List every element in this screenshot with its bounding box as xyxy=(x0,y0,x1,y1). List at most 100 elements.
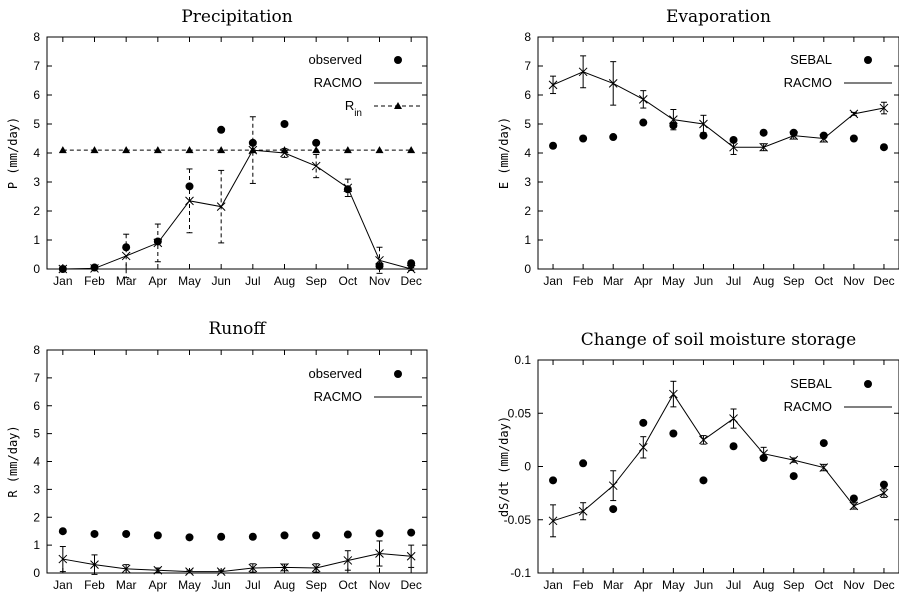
data-point xyxy=(185,196,194,206)
series-3 xyxy=(58,146,416,154)
x-tick-label: Oct xyxy=(814,578,833,592)
legend-label: RACMO xyxy=(314,75,362,90)
data-point xyxy=(248,138,257,147)
x-tick-label: May xyxy=(662,578,685,592)
y-tick-label: 1 xyxy=(33,233,40,247)
x-tick-label: Mar xyxy=(116,578,137,592)
data-point xyxy=(639,118,648,127)
y-axis-label: dS/dt (mm/day) xyxy=(497,416,511,517)
x-tick-label: Nov xyxy=(369,274,390,288)
series-1 xyxy=(58,527,416,542)
data-point xyxy=(312,531,321,540)
x-tick-label: Dec xyxy=(873,578,894,592)
chart-title: Runoff xyxy=(208,319,267,339)
data-point xyxy=(729,442,738,451)
x-tick-label: Jul xyxy=(245,578,260,592)
data-point xyxy=(312,138,321,147)
x-tick-label: Feb xyxy=(84,274,105,288)
series-2 xyxy=(58,116,416,279)
x-tick-label: Sep xyxy=(783,578,805,592)
y-tick-label: 6 xyxy=(524,88,531,102)
x-tick-label: May xyxy=(662,274,685,288)
y-tick-label: -0.1 xyxy=(510,566,531,580)
legend-symbol xyxy=(864,56,872,64)
chart-panel-1: Precipitation 0 1 2 3 4 5 6 7 8 Jan Feb Mar Apr May Jun… xyxy=(6,7,428,288)
data-point xyxy=(579,134,588,143)
y-tick-label: 6 xyxy=(33,399,40,413)
plot-frame xyxy=(537,359,899,574)
data-point xyxy=(248,532,257,541)
data-point xyxy=(407,259,416,268)
x-tick-label: Jul xyxy=(726,578,741,592)
data-point xyxy=(819,439,828,448)
data-point xyxy=(375,146,384,154)
data-point xyxy=(280,531,289,540)
data-point xyxy=(312,146,321,154)
series-2 xyxy=(548,67,889,152)
chart-panel-2: Evaporation 0 1 2 3 4 5 6 7 8 Jan Feb Mar Apr May Jun Ju… xyxy=(497,7,899,288)
data-point xyxy=(669,429,678,438)
x-tick-label: Sep xyxy=(305,578,327,592)
series-line xyxy=(62,552,412,573)
y-tick-label: 5 xyxy=(524,117,531,131)
y-tick-label: 8 xyxy=(33,343,40,357)
legend-symbol xyxy=(394,370,402,378)
x-tick-label: Apr xyxy=(634,578,653,592)
data-point xyxy=(407,146,416,154)
x-tick-label: Oct xyxy=(338,274,357,288)
x-tick-label: Mar xyxy=(603,578,624,592)
data-point xyxy=(549,141,558,150)
data-point xyxy=(122,529,131,538)
x-tick-label: Apr xyxy=(148,578,167,592)
chart-panel-4: Change of soil moisture storage -0.1 -0.05… xyxy=(497,330,899,592)
plot-frame xyxy=(46,349,428,574)
series-1 xyxy=(549,118,888,152)
data-point xyxy=(121,251,131,261)
data-point xyxy=(280,120,289,128)
x-tick-label: Dec xyxy=(400,274,421,288)
data-point xyxy=(217,125,226,134)
data-point xyxy=(90,146,99,154)
data-point xyxy=(153,146,162,154)
data-point xyxy=(248,146,257,154)
series-1 xyxy=(58,120,416,273)
data-point xyxy=(579,459,588,468)
legend-label: observed xyxy=(309,366,362,381)
legend-label: RACMO xyxy=(314,389,362,404)
x-tick-label: Jan xyxy=(53,578,72,592)
data-point xyxy=(639,418,648,427)
y-axis-label: E (mm/day) xyxy=(497,117,511,189)
x-tick-label: May xyxy=(178,578,201,592)
y-tick-label: 2 xyxy=(524,204,531,218)
legend-label: observed xyxy=(309,52,362,67)
y-tick-label: 0 xyxy=(33,566,40,580)
chart-title: Evaporation xyxy=(666,7,771,27)
data-point xyxy=(122,243,131,252)
x-tick-label: Aug xyxy=(753,578,774,592)
series-1 xyxy=(549,418,888,514)
y-tick-label: 6 xyxy=(33,88,40,102)
data-point xyxy=(375,262,384,271)
data-point xyxy=(216,202,226,212)
series-3 xyxy=(550,55,887,155)
data-point xyxy=(217,532,226,541)
data-point xyxy=(58,146,67,154)
x-tick-label: Jun xyxy=(694,274,713,288)
x-tick-label: Oct xyxy=(338,578,357,592)
y-tick-label: 7 xyxy=(33,371,40,385)
data-point xyxy=(185,146,194,154)
y-tick-label: 8 xyxy=(33,30,40,44)
x-tick-label: Aug xyxy=(274,274,295,288)
y-tick-label: 3 xyxy=(33,175,40,189)
y-tick-label: 3 xyxy=(524,175,531,189)
data-point xyxy=(609,505,618,514)
chart-title: Precipitation xyxy=(181,7,292,27)
x-tick-label: Jul xyxy=(245,274,260,288)
chart-panel-3: Runoff 0 1 2 3 4 5 6 7 8 Jan Feb Mar Apr May Jun Jul Aug S… xyxy=(6,319,428,592)
x-tick-label: Dec xyxy=(873,274,894,288)
data-point xyxy=(153,238,163,248)
legend-label: RACMO xyxy=(784,75,832,90)
legend-label-sub: in xyxy=(354,108,362,119)
chart-title: Change of soil moisture storage xyxy=(581,330,856,350)
y-tick-label: 0 xyxy=(524,262,531,276)
